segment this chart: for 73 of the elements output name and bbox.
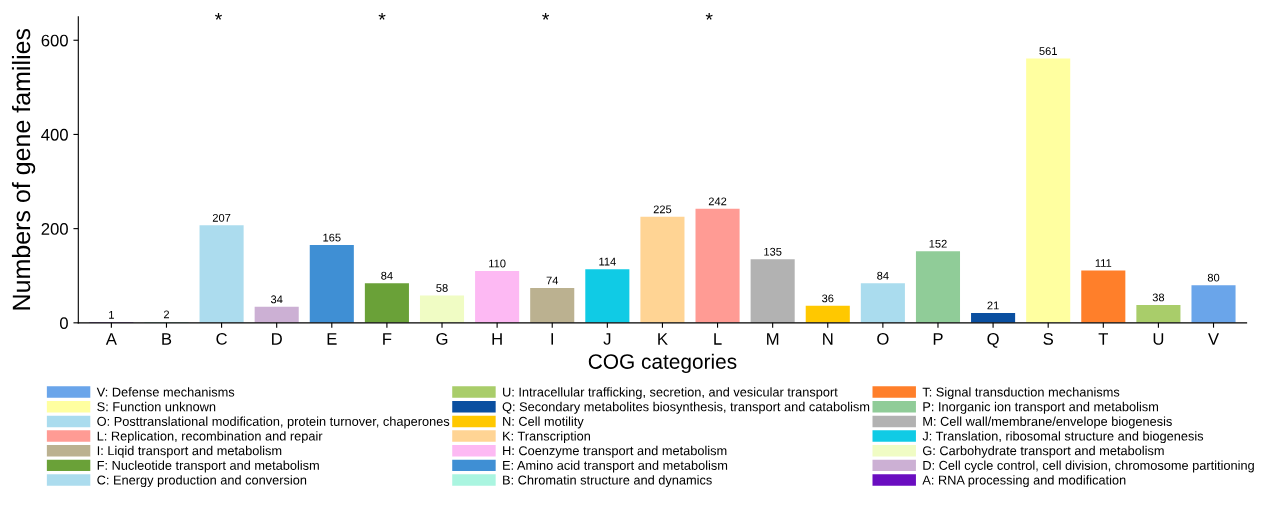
- annotation: *: [542, 12, 550, 20]
- x-tick-label: L: [714, 333, 722, 345]
- legend-label: E: Amino acid transport and metabolism: [503, 460, 728, 473]
- data-label: 111: [1095, 259, 1112, 267]
- legend-label: I: Liqid transport and metabolism: [97, 445, 282, 458]
- data-label: 84: [877, 271, 889, 280]
- legend-label: M: Cell wall/membrane/envelope biogenesis: [923, 416, 1172, 429]
- data-label: 74: [546, 276, 559, 285]
- y-tick-label: 600: [41, 34, 68, 47]
- data-label: 561: [1039, 47, 1057, 56]
- annotation: *: [705, 12, 713, 20]
- x-axis-title: COG categories: [588, 353, 737, 374]
- x-tick-label: G: [436, 332, 448, 345]
- y-tick-label: 200: [41, 223, 68, 235]
- data-label: 38: [1152, 293, 1165, 302]
- x-tick-label: S: [1043, 332, 1053, 345]
- legend-label: C: Energy production and conversion: [97, 475, 307, 488]
- data-label: 135: [764, 247, 782, 256]
- legend-label: H: Coenzyme transport and metabolism: [503, 445, 727, 458]
- x-tick-label: P: [933, 333, 943, 345]
- legend-label: B: Chromatin structure and dynamics: [503, 475, 712, 488]
- data-label: 21: [987, 301, 999, 310]
- data-label: 80: [1207, 273, 1220, 282]
- data-label: 36: [822, 294, 834, 303]
- annotation: *: [378, 12, 386, 20]
- x-tick-label: C: [216, 332, 227, 345]
- data-label: 34: [270, 295, 283, 304]
- data-label: 165: [323, 233, 341, 242]
- y-tick-label: 400: [41, 128, 68, 141]
- x-tick-label: J: [603, 333, 611, 345]
- legend-label: V: Defense mechanisms: [96, 387, 235, 397]
- x-tick-label: N: [823, 333, 833, 345]
- legend-label: D: Cell cycle control, cell division, chromosome partitioning: [923, 460, 1254, 473]
- x-tick-label: K: [658, 333, 668, 345]
- x-tick-label: U: [1153, 333, 1164, 345]
- legend-label: A: RNA processing and modification: [922, 475, 1126, 488]
- legend-label: K: Transcription: [503, 431, 590, 444]
- data-label: 84: [381, 271, 393, 280]
- x-tick-label: V: [1208, 333, 1219, 345]
- legend-label: T: Signal transduction mechanisms: [922, 387, 1120, 400]
- data-label: 242: [708, 197, 727, 206]
- x-tick-label: F: [383, 333, 392, 345]
- legend-label: G: Carbohydrate transport and metabolism: [922, 445, 1164, 458]
- x-tick-label: M: [767, 333, 779, 345]
- x-tick-label: T: [1098, 333, 1109, 345]
- y-tick-label: 0: [59, 317, 68, 330]
- x-tick-label: H: [492, 333, 502, 345]
- x-tick-label: E: [327, 333, 337, 345]
- x-tick-label: Q: [987, 332, 999, 348]
- data-label: 1: [109, 311, 114, 319]
- legend-label: P: Inorganic ion transport and metabolism: [923, 401, 1158, 414]
- data-label: 152: [929, 239, 947, 248]
- legend-label: L: Replication, recombination and repair: [97, 431, 323, 444]
- legend-label: Q: Secondary metabolites biosynthesis, transport and catabolism: [502, 401, 870, 414]
- x-tick-label: I: [551, 333, 554, 345]
- legend-label: S: Function unknown: [97, 401, 216, 412]
- x-tick-label: B: [162, 333, 172, 345]
- data-label: 58: [436, 284, 448, 292]
- data-label: 110: [489, 259, 506, 268]
- legend-label: O: Posttranslational modification, protein turnover, chaperones: [97, 416, 450, 429]
- data-label: 114: [599, 257, 616, 266]
- x-tick-label: A: [105, 333, 117, 345]
- data-label: 207: [212, 213, 231, 222]
- legend-label: N: Cell motility: [503, 416, 584, 429]
- annotation: *: [215, 12, 222, 20]
- legend-label: J: Translation, ribosomal structure and biogenesis: [922, 431, 1204, 444]
- x-tick-label: O: [877, 332, 889, 345]
- legend-label: U: Intracellular trafficking, secretion, and vesicular transport: [503, 387, 838, 400]
- x-tick-label: D: [272, 333, 282, 345]
- legend-label: F: Nucleotide transport and metabolism: [97, 460, 319, 473]
- y-axis-title: Numbers of gene families: [11, 28, 36, 310]
- data-label: 2: [163, 310, 170, 319]
- data-label: 225: [653, 205, 672, 214]
